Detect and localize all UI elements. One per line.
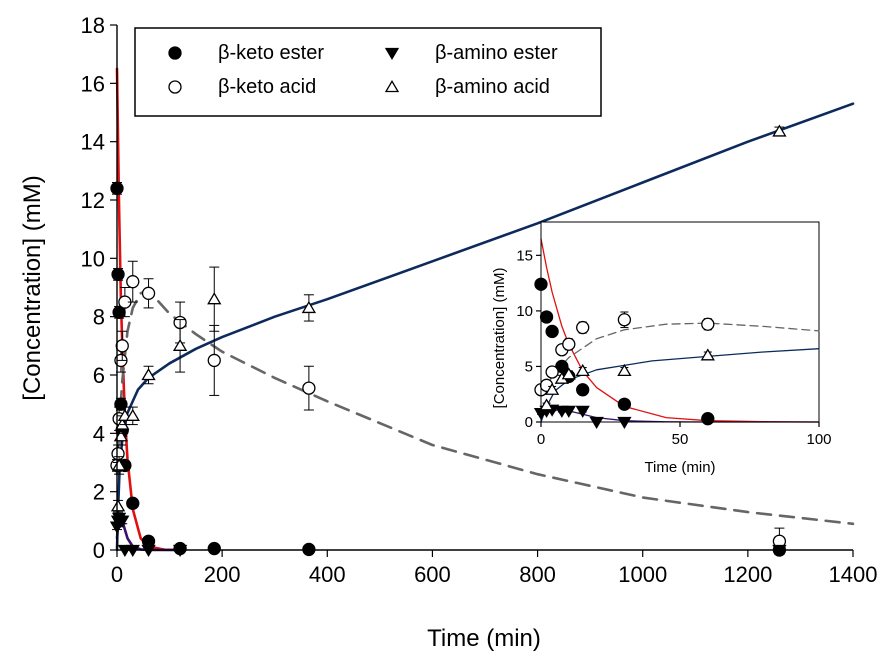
main-point-amino-acid — [172, 338, 188, 351]
inset-point-keto-ester — [701, 412, 715, 426]
inset-x-tick-label: 50 — [672, 431, 689, 448]
inset-axes: 0 50 100 0 5 10 15 — [516, 222, 832, 448]
inset-point-keto-acid — [701, 317, 715, 331]
main-point-keto-acid — [111, 447, 125, 461]
legend-box — [134, 27, 602, 117]
inset-point-amino-ester — [575, 405, 590, 418]
main-point-amino-acid — [110, 499, 126, 512]
main-y-tick-label: 4 — [93, 421, 105, 446]
inset-y-tick-label: 0 — [525, 414, 533, 431]
inset-point-amino-acid — [561, 367, 576, 380]
inset-point-amino-acid — [544, 382, 560, 395]
main-y-axis-title: [Concentration] (mM) — [19, 175, 46, 400]
main-point-keto-acid — [302, 381, 316, 395]
main-x-tick-label: 200 — [204, 562, 241, 587]
main-x-tick-label: 1400 — [829, 562, 878, 587]
inset-point-keto-ester — [576, 383, 590, 397]
inset-x-axis-title: Time (min) — [644, 459, 715, 476]
main-point-keto-ester — [111, 267, 125, 282]
main-y-tick-label: 18 — [81, 13, 105, 38]
main-point-amino-acid — [113, 429, 129, 442]
inset-point-amino-acid — [575, 363, 590, 377]
main-point-amino-ester — [115, 515, 130, 528]
legend-label-amino-acid: β-amino acid — [435, 76, 550, 98]
inset-point-amino-ester — [617, 416, 632, 429]
inset-y-axis-title: [Concentration] (mM) — [491, 268, 508, 409]
main-x-tick-label: 800 — [519, 562, 556, 587]
legend-marker-keto-ester — [168, 46, 182, 60]
inset-chart: 0 50 100 0 5 10 15 Time (min) [Concentration] … — [491, 221, 832, 476]
main-point-keto-acid — [207, 353, 221, 368]
inset-point-keto-ester — [545, 324, 559, 339]
main-y-tick-label: 12 — [81, 188, 105, 213]
inset-y-tick-label: 15 — [516, 247, 533, 264]
main-y-tick-label: 8 — [93, 305, 105, 330]
main-point-amino-acid — [772, 124, 787, 137]
legend: β-keto ester β-keto acid β-amino ester β… — [134, 27, 602, 117]
inset-point-amino-ester — [589, 416, 604, 429]
legend-marker-amino-acid — [384, 80, 400, 93]
main-point-keto-ester — [126, 496, 140, 510]
main-y-tick-label: 0 — [93, 538, 105, 563]
main-point-amino-acid — [207, 292, 222, 305]
main-x-tick-label: 400 — [309, 562, 346, 587]
main-point-amino-acid — [125, 408, 140, 421]
inset-y-tick-label: 10 — [516, 303, 533, 320]
inset-x-tick-label: 100 — [806, 431, 831, 448]
inset-point-keto-acid — [562, 337, 576, 351]
inset-point-keto-ester — [617, 397, 632, 411]
main-y-tick-label: 2 — [93, 480, 105, 505]
inset-point-amino-acid — [539, 398, 554, 411]
inset-point-amino-acid — [700, 348, 715, 361]
main-y-tick-label: 10 — [81, 246, 105, 271]
legend-marker-amino-ester — [384, 47, 400, 60]
main-point-keto-acid — [115, 339, 129, 353]
main-point-amino-acid — [141, 368, 156, 381]
main-x-tick-label: 1200 — [723, 562, 772, 587]
inset-data-points — [533, 277, 715, 429]
main-point-keto-acid — [126, 275, 140, 289]
inset-y-tick-label: 5 — [525, 358, 533, 375]
main-x-axis-title: Time (min) — [427, 625, 541, 652]
main-y-tick-label: 14 — [81, 130, 105, 155]
main-point-amino-acid — [111, 458, 127, 471]
main-y-tick-label: 6 — [93, 363, 105, 388]
legend-label-keto-ester: β-keto ester — [218, 42, 324, 64]
main-x-tick-label: 1000 — [618, 562, 667, 587]
inset-point-amino-ester — [561, 405, 576, 418]
inset-point-keto-acid — [545, 365, 559, 379]
inset-fit-line-keto-ester — [540, 238, 820, 423]
main-x-tick-label: 600 — [414, 562, 451, 587]
legend-label-keto-acid: β-keto acid — [218, 76, 316, 98]
inset-point-keto-acid — [576, 320, 590, 335]
main-point-keto-acid — [141, 286, 156, 300]
inset-fit-line-amino-acid — [540, 348, 820, 423]
inset-point-keto-ester — [539, 310, 554, 324]
main-point-amino-acid — [301, 300, 317, 314]
inset-point-keto-acid — [617, 313, 632, 327]
legend-marker-keto-acid — [168, 80, 182, 94]
main-y-tick-label: 16 — [81, 71, 105, 96]
inset-x-tick-label: 0 — [537, 431, 545, 448]
inset-point-amino-acid — [617, 363, 632, 377]
legend-label-amino-ester: β-amino ester — [435, 42, 558, 64]
main-x-tick-label: 0 — [111, 562, 123, 587]
main-point-keto-ester — [207, 541, 221, 556]
